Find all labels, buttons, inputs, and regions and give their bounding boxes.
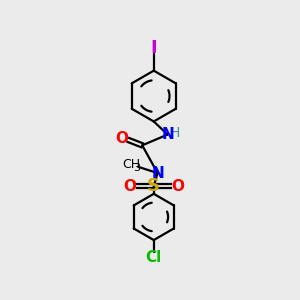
Text: O: O <box>171 178 184 194</box>
Text: Cl: Cl <box>146 250 162 265</box>
Text: N: N <box>151 166 164 181</box>
Text: 3: 3 <box>133 164 140 173</box>
Text: O: O <box>116 131 129 146</box>
Text: S: S <box>147 177 160 195</box>
Text: CH: CH <box>122 158 140 171</box>
Text: O: O <box>123 178 136 194</box>
Text: N: N <box>161 127 174 142</box>
Text: I: I <box>150 38 157 56</box>
Text: H: H <box>170 126 181 140</box>
